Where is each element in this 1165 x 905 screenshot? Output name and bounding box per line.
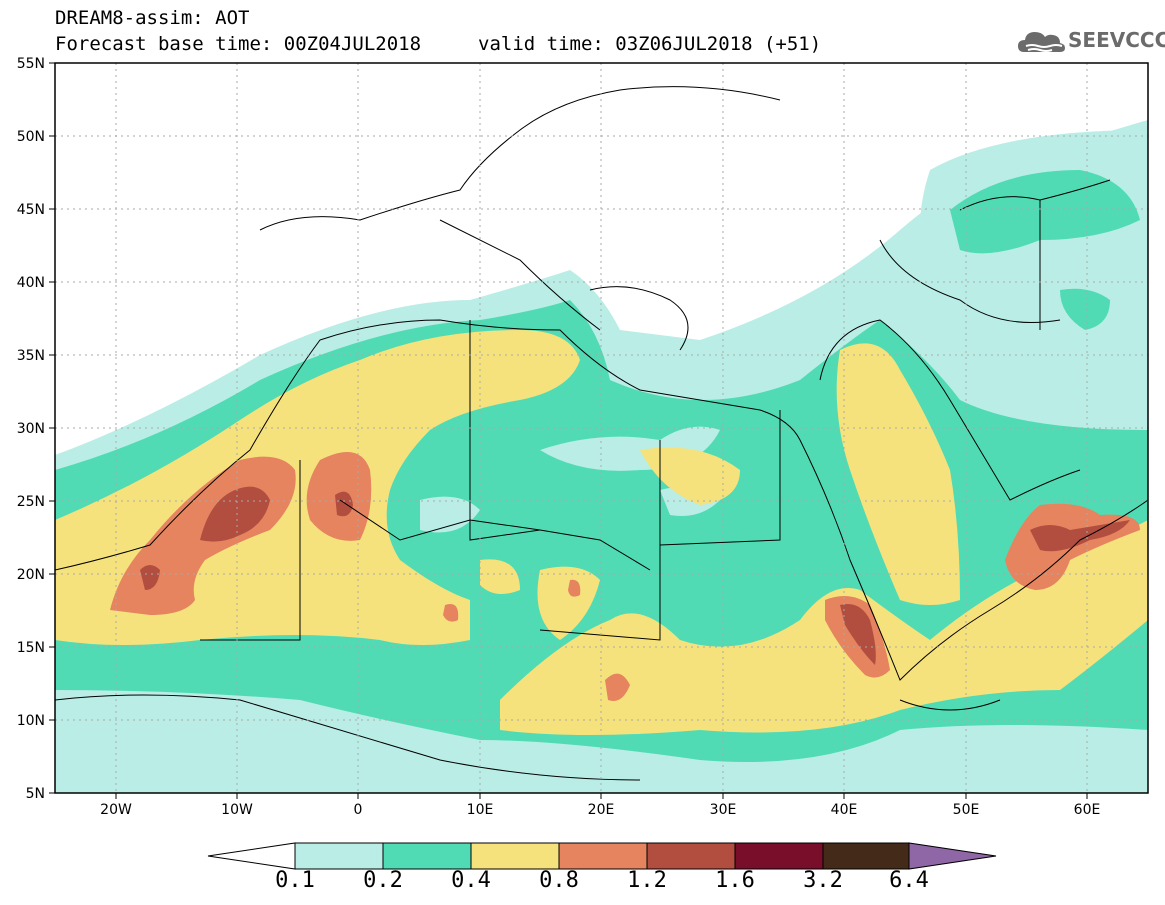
colorbar-label: 1.6 bbox=[715, 868, 755, 893]
coastlines bbox=[55, 86, 1148, 781]
colorbar-label: 0.4 bbox=[451, 868, 491, 893]
colorbar-label: 3.2 bbox=[803, 868, 843, 893]
colorbar-segment bbox=[294, 842, 384, 870]
colorbar bbox=[207, 842, 997, 870]
colorbar-segment bbox=[558, 842, 648, 870]
lat-label: 20N bbox=[17, 567, 45, 583]
logo-text: SEEVCCC bbox=[1068, 28, 1165, 52]
lat-label: 40N bbox=[17, 275, 45, 291]
map-gridlines bbox=[55, 63, 1148, 793]
forecast-base-time: Forecast base time: 00Z04JUL2018 bbox=[55, 33, 422, 55]
colorbar-label: 0.2 bbox=[363, 868, 403, 893]
seevccc-logo: SEEVCCC bbox=[1016, 24, 1165, 60]
colorbar-label: 0.8 bbox=[539, 868, 579, 893]
aot-level-1.2 bbox=[200, 486, 270, 542]
lat-label: 30N bbox=[17, 421, 45, 437]
colorbar-segment bbox=[822, 842, 910, 870]
colorbar-segment bbox=[646, 842, 736, 870]
lat-label: 50N bbox=[17, 129, 45, 145]
lon-label: 20W bbox=[100, 802, 132, 818]
lat-label: 25N bbox=[17, 494, 45, 510]
lat-label: 15N bbox=[17, 640, 45, 656]
lon-label: 30E bbox=[710, 802, 737, 818]
colorbar-segment bbox=[382, 842, 472, 870]
lat-label: 5N bbox=[26, 786, 45, 802]
colorbar-over-triangle bbox=[908, 842, 997, 870]
valid-time: valid time: 03Z06JUL2018 (+51) bbox=[478, 33, 822, 55]
lat-label: 10N bbox=[17, 713, 45, 729]
lon-label: 50E bbox=[953, 802, 980, 818]
colorbar-label: 0.1 bbox=[275, 868, 315, 893]
lon-label: 60E bbox=[1074, 802, 1101, 818]
colorbar-label: 1.2 bbox=[627, 868, 667, 893]
lat-label: 45N bbox=[17, 202, 45, 218]
colorbar-segment bbox=[470, 842, 560, 870]
lon-label: 40E bbox=[831, 802, 858, 818]
cloud-icon bbox=[1018, 32, 1065, 52]
lon-label: 20E bbox=[588, 802, 615, 818]
latitude-labels: 55N 50N 45N 40N 35N 30N 25N 20N 15N 10N … bbox=[17, 56, 45, 802]
colorbar-under-triangle bbox=[207, 842, 296, 870]
map-title: DREAM8-assim: AOT bbox=[55, 7, 250, 29]
lon-label: 0 bbox=[354, 802, 363, 818]
lat-label: 55N bbox=[17, 56, 45, 72]
longitude-labels: 20W 10W 0 10E 20E 30E 40E 50E 60E bbox=[100, 802, 1100, 818]
colorbar-label: 6.4 bbox=[889, 868, 929, 893]
colorbar-segment bbox=[734, 842, 824, 870]
axis-ticks bbox=[49, 62, 1088, 799]
lat-label: 35N bbox=[17, 348, 45, 364]
lon-label: 10W bbox=[221, 802, 253, 818]
lon-label: 10E bbox=[467, 802, 494, 818]
